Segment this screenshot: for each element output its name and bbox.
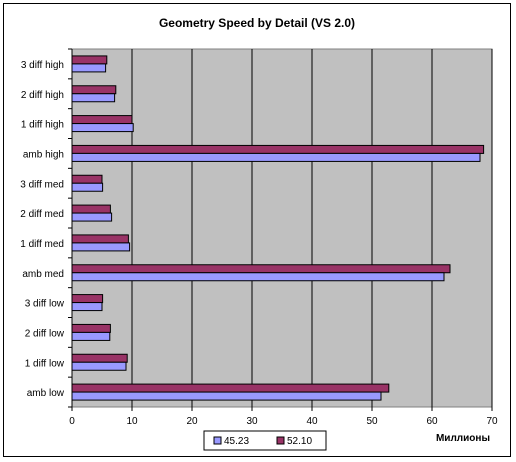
bar-1-diff-low-series-45-23: [71, 361, 127, 371]
x-tick-label: 60: [426, 416, 438, 427]
x-tick-label: 30: [246, 416, 258, 427]
bar-amb-high-series-52-10: [71, 144, 485, 154]
bar-amb-low-series-45-23: [71, 391, 382, 401]
x-tick-label: 10: [126, 416, 138, 427]
category-label: amb low: [27, 388, 65, 399]
bar-2-diff-high-series-45-23: [71, 93, 116, 103]
x-tick-label: 20: [186, 416, 198, 427]
category-labels: amb low 1 diff low 2 diff low 3 diff low amb…: [20, 48, 72, 408]
bar-amb-med-series-52-10: [71, 264, 451, 274]
bar-2-diff-med-series-45-23: [71, 212, 113, 222]
x-tick-label: 40: [306, 416, 318, 427]
bar-amb-med-series-45-23: [71, 272, 445, 282]
category-label: amb high: [23, 149, 64, 160]
bar-1-diff-med-series-52-10: [71, 234, 129, 244]
bar-amb-low-series-52-10: [71, 383, 390, 393]
bar-amb-high-series-45-23: [71, 152, 481, 162]
x-tick-labels: 0 10 20 30 40 50 60 70: [69, 49, 498, 427]
bar-3-diff-high-series-52-10: [71, 55, 108, 65]
plot-area: [71, 48, 493, 408]
bar-2-diff-low-series-45-23: [71, 331, 111, 341]
legend-label-45-23: 45.23: [224, 436, 249, 447]
bar-1-diff-high-series-45-23: [71, 123, 134, 133]
bars: [71, 55, 485, 401]
bar-3-diff-med-series-52-10: [71, 174, 103, 184]
bar-3-diff-low-series-45-23: [71, 302, 103, 312]
category-label: 3 diff high: [21, 60, 64, 71]
bar-1-diff-med-series-45-23: [71, 242, 131, 252]
category-label: 2 diff high: [21, 90, 64, 101]
category-label: 3 diff med: [20, 179, 64, 190]
bar-2-diff-med-series-52-10: [71, 204, 111, 214]
category-label: 1 diff high: [21, 120, 64, 131]
category-label: amb med: [22, 269, 64, 280]
bar-2-diff-low-series-52-10: [71, 323, 111, 333]
legend: 45.23 52.10: [203, 430, 327, 451]
x-tick-label: 50: [366, 416, 378, 427]
category-label: 2 diff med: [20, 209, 64, 220]
category-label: 2 diff low: [25, 328, 65, 339]
x-tick-label: 0: [69, 416, 75, 427]
bar-3-diff-low-series-52-10: [71, 294, 104, 304]
legend-swatch-45-23: [213, 436, 222, 445]
category-label: 3 diff low: [25, 299, 65, 310]
x-axis-unit-label: Миллионы: [436, 433, 490, 444]
category-label: 1 diff med: [20, 239, 64, 250]
x-tick-label: 70: [486, 416, 498, 427]
legend-label-52-10: 52.10: [287, 436, 312, 447]
legend-box: [203, 430, 327, 451]
category-label: 1 diff low: [25, 358, 65, 369]
bar-1-diff-high-series-52-10: [71, 115, 133, 125]
chart-title: Geometry Speed by Detail (VS 2.0): [159, 16, 355, 30]
bar-3-diff-high-series-45-23: [71, 63, 107, 73]
gridlines: [131, 49, 493, 407]
bar-3-diff-med-series-45-23: [71, 182, 104, 192]
bar-2-diff-high-series-52-10: [71, 85, 117, 95]
bar-1-diff-low-series-52-10: [71, 353, 128, 363]
legend-swatch-52-10: [276, 436, 285, 445]
